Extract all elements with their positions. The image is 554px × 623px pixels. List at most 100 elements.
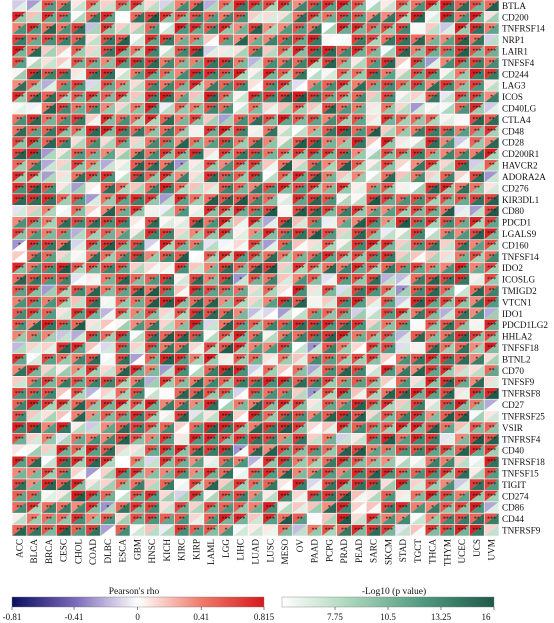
significance-star: *** bbox=[384, 140, 393, 146]
significance-star: *** bbox=[103, 14, 112, 20]
cell-rho-triangle bbox=[248, 125, 263, 137]
significance-star: *** bbox=[384, 197, 393, 203]
cell-rho-triangle bbox=[307, 102, 322, 115]
cell-p-triangle bbox=[41, 136, 57, 149]
cell-p-triangle bbox=[100, 79, 116, 92]
significance-star: *** bbox=[340, 83, 349, 89]
row-label: CD200 bbox=[502, 12, 529, 22]
cell-p-triangle bbox=[395, 79, 411, 92]
significance-star: * bbox=[313, 414, 316, 420]
cell-rho-triangle bbox=[85, 171, 101, 183]
significance-star: *** bbox=[487, 322, 496, 328]
significance-star: *** bbox=[399, 311, 408, 317]
cell-p-triangle bbox=[100, 159, 116, 172]
significance-star: *** bbox=[487, 277, 496, 283]
significance-star: ** bbox=[474, 402, 480, 408]
cell-p-triangle bbox=[366, 11, 381, 23]
significance-star: *** bbox=[221, 140, 230, 146]
significance-star: *** bbox=[133, 368, 142, 374]
significance-star: * bbox=[357, 220, 360, 226]
cell-p-triangle bbox=[71, 34, 86, 46]
cell-p-triangle bbox=[469, 79, 485, 92]
cell-rho-triangle bbox=[159, 125, 175, 137]
significance-star: ** bbox=[400, 197, 406, 203]
significance-star: *** bbox=[118, 379, 127, 385]
significance-star: *** bbox=[369, 516, 378, 522]
significance-star: ** bbox=[134, 129, 140, 135]
significance-star: *** bbox=[251, 254, 260, 260]
cell-rho-triangle bbox=[41, 148, 57, 160]
significance-star: *** bbox=[251, 391, 260, 397]
cell-p-triangle bbox=[41, 171, 57, 183]
legends: Pearson's rho-0.81 -0.41 0 0.41 0.815-Log10 … bbox=[3, 586, 495, 622]
cell-p-triangle bbox=[203, 22, 219, 35]
cell-p-triangle bbox=[218, 114, 234, 126]
significance-star: *** bbox=[236, 300, 245, 306]
cell-p-triangle bbox=[71, 45, 86, 58]
cell-p-triangle bbox=[71, 11, 86, 23]
significance-star: * bbox=[239, 26, 242, 32]
significance-star: *** bbox=[384, 186, 393, 192]
significance-star: *** bbox=[487, 334, 496, 340]
significance-star: ** bbox=[341, 49, 347, 55]
significance-star: *** bbox=[354, 357, 363, 363]
cell-rho-triangle bbox=[454, 159, 470, 172]
cell-p-triangle bbox=[484, 102, 499, 115]
cell-rho-triangle bbox=[203, 0, 219, 12]
cell-p-triangle bbox=[85, 171, 101, 183]
significance-star: ** bbox=[267, 322, 273, 328]
significance-star: *** bbox=[177, 14, 186, 20]
significance-star: ** bbox=[459, 220, 465, 226]
cell-p-triangle bbox=[425, 11, 440, 23]
row-label: CD276 bbox=[502, 183, 529, 193]
significance-star: *** bbox=[443, 368, 452, 374]
significance-star: *** bbox=[354, 414, 363, 420]
cell-rho-triangle bbox=[262, 91, 278, 103]
cell-rho-triangle bbox=[439, 91, 455, 103]
cell-rho-triangle bbox=[85, 22, 101, 35]
significance-star: ** bbox=[179, 60, 185, 66]
significance-star: * bbox=[402, 288, 405, 294]
significance-star: ** bbox=[193, 300, 199, 306]
row-label: TIGIT bbox=[502, 480, 526, 490]
cell-p-triangle bbox=[321, 136, 337, 149]
significance-star: ** bbox=[134, 106, 140, 112]
significance-star: ** bbox=[326, 265, 332, 271]
significance-star: ** bbox=[489, 288, 495, 294]
cell-p-triangle bbox=[395, 159, 411, 172]
column-label: LGG bbox=[221, 539, 231, 558]
significance-star: ** bbox=[253, 197, 259, 203]
cell-rho-triangle bbox=[336, 102, 352, 115]
significance-star: ** bbox=[179, 208, 185, 214]
significance-star: ** bbox=[90, 436, 96, 442]
cell-p-triangle bbox=[277, 148, 293, 160]
significance-star: ** bbox=[31, 163, 37, 169]
significance-star: ** bbox=[179, 391, 185, 397]
significance-star: ** bbox=[326, 436, 332, 442]
significance-star: *** bbox=[236, 83, 245, 89]
significance-star: *** bbox=[148, 49, 157, 55]
cell-rho-triangle bbox=[292, 159, 308, 172]
significance-star: *** bbox=[428, 322, 437, 328]
cell-p-triangle bbox=[218, 0, 234, 12]
significance-star: *** bbox=[103, 117, 112, 123]
significance-star: ** bbox=[120, 368, 126, 374]
cell-p-triangle bbox=[469, 136, 485, 149]
significance-star: ** bbox=[16, 528, 22, 534]
significance-star: *** bbox=[325, 402, 334, 408]
significance-star: * bbox=[416, 505, 419, 511]
cell-p-triangle bbox=[85, 34, 101, 46]
significance-star: ** bbox=[90, 151, 96, 157]
cell-rho-triangle bbox=[144, 136, 160, 149]
significance-star: *** bbox=[266, 379, 275, 385]
cell-p-triangle bbox=[115, 22, 131, 35]
cell-p-triangle bbox=[41, 159, 57, 172]
cell-p-triangle bbox=[130, 136, 145, 149]
significance-star: *** bbox=[133, 254, 142, 260]
significance-star: *** bbox=[325, 322, 334, 328]
cell-rho-triangle bbox=[174, 0, 190, 12]
cell-rho-triangle bbox=[218, 34, 234, 46]
significance-star: *** bbox=[177, 300, 186, 306]
cell-p-triangle bbox=[307, 45, 322, 58]
significance-star: * bbox=[106, 425, 109, 431]
